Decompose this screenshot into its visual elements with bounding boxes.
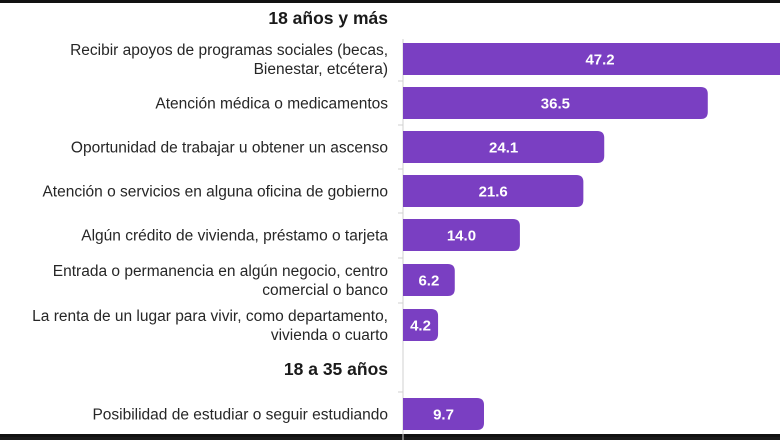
- value-label: 14.0: [447, 228, 476, 245]
- value-label: 4.2: [410, 318, 431, 335]
- value-label: 24.1: [489, 140, 518, 157]
- value-label: 21.6: [479, 184, 508, 201]
- group-title: 18 a 35 años: [284, 359, 388, 379]
- value-label: 47.2: [585, 52, 614, 69]
- horizontal-bar-chart: 18 años y más 47.2 Recibir apoyos de progr…: [32, 8, 780, 440]
- category-label: Algún crédito de vivienda, préstamo o ta…: [81, 228, 388, 245]
- value-label: 9.7: [433, 407, 454, 424]
- bar: [403, 175, 584, 207]
- category-label: Atención médica o medicamentos: [155, 96, 388, 113]
- category-label: Entrada o permanencia en algún negocio, …: [53, 263, 388, 280]
- category-label: vivienda o cuarto: [271, 327, 388, 344]
- bar: [403, 87, 708, 119]
- category-label: La renta de un lugar para vivir, como de…: [32, 308, 388, 325]
- bar: [403, 131, 605, 163]
- category-label: Atención o servicios en alguna oficina d…: [42, 184, 388, 201]
- value-label: 36.5: [541, 96, 570, 113]
- bar: [403, 264, 455, 296]
- category-label: Recibir apoyos de programas sociales (be…: [70, 42, 388, 59]
- bar: [403, 309, 439, 341]
- bar: [403, 43, 780, 75]
- category-label: Posibilidad de estudiar o seguir estudia…: [92, 407, 388, 424]
- value-label: 6.2: [418, 273, 439, 290]
- category-label: Oportunidad de trabajar u obtener un asc…: [71, 140, 388, 157]
- category-label: Bienestar, etcétera): [254, 61, 388, 78]
- group-title: 18 años y más: [268, 8, 388, 28]
- bar: [403, 219, 520, 251]
- bar: [403, 398, 484, 430]
- category-label: comercial o banco: [262, 282, 388, 299]
